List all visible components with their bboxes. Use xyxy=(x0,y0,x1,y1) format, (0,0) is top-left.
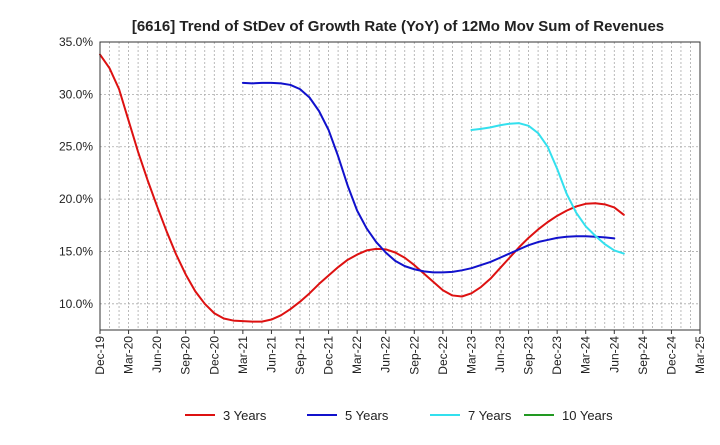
series-line-7-years xyxy=(470,122,625,255)
x-tick-label: Jun-22 xyxy=(379,336,393,373)
y-tick-label: 30.0% xyxy=(59,87,93,101)
y-tick-label: 25.0% xyxy=(59,140,93,154)
legend-label-3-years: 3 Years xyxy=(223,408,267,423)
y-tick-label: 35.0% xyxy=(59,35,93,49)
legend: 3 Years 5 Years 7 Years 10 Years xyxy=(185,408,613,423)
x-tick-label: Mar-24 xyxy=(579,336,593,374)
x-tick-label: Mar-20 xyxy=(122,336,136,374)
x-tick-label: Jun-20 xyxy=(150,336,164,373)
x-tick-label: Dec-22 xyxy=(436,336,450,375)
series-line-5-years xyxy=(241,81,616,274)
y-tick-label: 10.0% xyxy=(59,297,93,311)
x-tick-label: Sep-21 xyxy=(293,336,307,375)
x-tick-label: Sep-20 xyxy=(179,336,193,375)
x-tick-label: Sep-23 xyxy=(522,336,536,375)
x-tick-label: Dec-24 xyxy=(664,336,678,375)
y-tick-label: 20.0% xyxy=(59,192,93,206)
series-line-3-years xyxy=(99,53,625,323)
series-layer xyxy=(99,53,625,323)
axis-layer: 10.0% 15.0% 20.0% 25.0% 30.0% 35.0% Dec-19 Mar-… xyxy=(59,35,707,375)
x-tick-label: Mar-21 xyxy=(236,336,250,374)
x-tick-label: Dec-20 xyxy=(207,336,221,375)
x-tick-label: Mar-22 xyxy=(350,336,364,374)
x-tick-label: Sep-22 xyxy=(407,336,421,375)
x-tick-label: Jun-21 xyxy=(264,336,278,373)
x-tick-label: Jun-24 xyxy=(607,336,621,373)
y-tick-label: 15.0% xyxy=(59,244,93,258)
x-tick-label: Sep-24 xyxy=(636,336,650,375)
legend-label-5-years: 5 Years xyxy=(345,408,389,423)
x-tick-label: Dec-23 xyxy=(550,336,564,375)
legend-label-10-years: 10 Years xyxy=(562,408,613,423)
x-tick-label: Mar-25 xyxy=(693,336,707,374)
legend-label-7-years: 7 Years xyxy=(468,408,512,423)
x-tick-label: Dec-19 xyxy=(93,336,107,375)
plot-frame xyxy=(99,41,701,331)
chart-title: [6616] Trend of StDev of Growth Rate (Yo… xyxy=(132,18,664,35)
x-tick-label: Mar-23 xyxy=(464,336,478,374)
grid-layer xyxy=(99,41,701,330)
x-tick-label: Jun-23 xyxy=(493,336,507,373)
x-tick-label: Dec-21 xyxy=(322,336,336,375)
